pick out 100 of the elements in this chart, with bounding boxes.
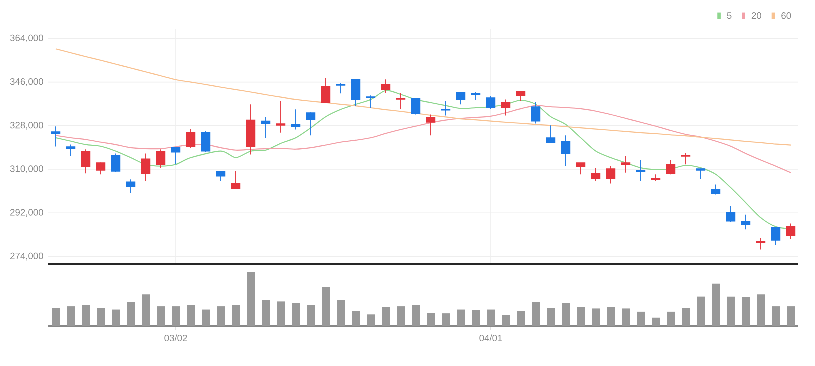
bar	[307, 305, 316, 326]
candlestick	[576, 162, 586, 176]
candlestick	[546, 125, 556, 144]
candlestick	[681, 152, 691, 166]
line-series	[55, 48, 792, 146]
x-tick-label: 04/01	[480, 334, 502, 342]
bar	[712, 284, 720, 326]
candlestick	[711, 184, 721, 196]
candlestick	[786, 223, 796, 240]
candlestick	[276, 100, 286, 134]
candlestick	[741, 214, 751, 230]
candlestick	[156, 149, 166, 169]
bar	[397, 306, 405, 326]
candlestick	[411, 98, 421, 116]
bar	[682, 308, 690, 326]
bar	[757, 294, 765, 326]
candlestick	[396, 92, 406, 110]
bar	[82, 305, 90, 326]
bar	[202, 310, 210, 326]
candlestick	[666, 160, 676, 176]
bar	[442, 314, 450, 326]
candlestick	[756, 238, 766, 250]
bar	[277, 302, 286, 326]
candlestick	[81, 149, 91, 174]
candlestick	[726, 206, 736, 223]
candlestick	[336, 82, 346, 94]
bar	[112, 310, 120, 326]
candlestick	[171, 147, 181, 166]
y-tick-label: 346,000	[10, 78, 44, 86]
bar	[697, 296, 705, 326]
bar	[127, 302, 136, 326]
bar	[577, 307, 585, 326]
bar	[607, 307, 615, 326]
y-tick-label: 310,000	[10, 166, 44, 174]
bar	[217, 306, 226, 326]
candlestick	[426, 114, 436, 136]
bar	[142, 294, 150, 326]
candlestick	[456, 92, 466, 106]
y-tick-label: 328,000	[10, 122, 44, 130]
bar	[742, 297, 750, 326]
candlestick	[231, 170, 241, 190]
candlestick	[351, 79, 361, 107]
bar	[262, 300, 270, 326]
bar	[292, 303, 300, 326]
candlestick	[531, 102, 541, 124]
y-tick-label: 274,000	[10, 252, 44, 261]
candlestick	[636, 160, 646, 182]
candlestick	[516, 90, 526, 102]
candlestick	[486, 96, 496, 110]
bar	[622, 308, 630, 326]
line-series	[55, 105, 792, 174]
bar	[547, 308, 555, 326]
bar	[97, 308, 106, 326]
bar	[636, 312, 645, 326]
candlestick	[141, 153, 151, 182]
bar	[517, 311, 526, 326]
candlestick	[201, 131, 211, 153]
candlestick	[561, 135, 571, 167]
candlestick	[51, 126, 61, 148]
bar	[337, 300, 345, 326]
candlestick	[591, 168, 601, 182]
bar	[726, 296, 735, 326]
candlestick	[96, 162, 106, 176]
candlestick	[321, 77, 331, 104]
bar	[247, 272, 256, 326]
candlestick	[66, 144, 76, 157]
bar	[502, 315, 510, 326]
candlestick	[501, 99, 511, 116]
bar	[352, 311, 360, 326]
candlestick	[696, 168, 706, 180]
candlestick	[606, 166, 616, 184]
bar	[562, 303, 570, 326]
bar	[457, 310, 465, 326]
y-tick-label: 364,000	[10, 34, 44, 43]
bar	[487, 310, 495, 326]
candlestick	[366, 95, 376, 108]
candlestick	[186, 128, 196, 148]
bar	[667, 312, 675, 326]
bar	[652, 318, 660, 326]
bar	[52, 308, 60, 326]
bar	[472, 310, 480, 326]
bar	[427, 313, 435, 326]
candlestick	[306, 112, 316, 136]
bar	[172, 306, 180, 326]
candlestick	[261, 116, 271, 138]
bar	[367, 314, 376, 326]
candlestick	[291, 109, 301, 130]
bar	[532, 302, 540, 326]
candlestick	[441, 100, 451, 116]
bar	[592, 308, 600, 326]
candlestick	[111, 153, 121, 173]
bar	[322, 287, 330, 326]
legend-label: 20	[752, 12, 762, 20]
bar	[67, 306, 76, 326]
legend-label: 5	[727, 12, 732, 20]
x-tick-label: 03/02	[164, 334, 188, 342]
bar	[786, 306, 795, 326]
bar	[772, 306, 780, 326]
bar	[232, 305, 240, 326]
candlestick	[381, 79, 391, 94]
